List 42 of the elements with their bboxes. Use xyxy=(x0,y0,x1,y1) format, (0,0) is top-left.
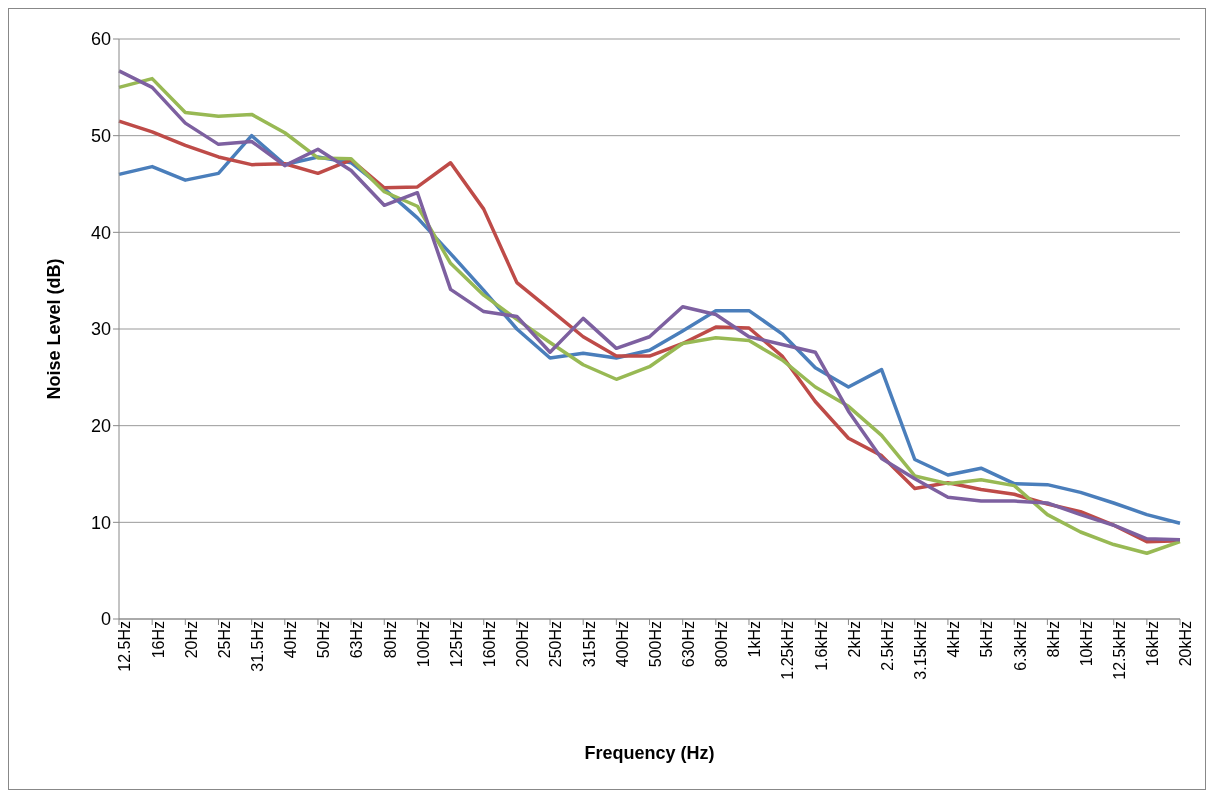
x-tick-label: 100Hz xyxy=(414,621,432,668)
x-tick-label: 200Hz xyxy=(514,621,532,668)
x-tick-label: 25Hz xyxy=(215,621,233,659)
x-tick-label: 400Hz xyxy=(613,621,631,668)
x-tick-label: 63Hz xyxy=(348,621,366,659)
x-tick-label: 500Hz xyxy=(646,621,664,668)
x-tick-label: 1kHz xyxy=(746,621,764,658)
x-tick-label: 315Hz xyxy=(580,621,598,668)
x-tick-label: 1.25kHz xyxy=(779,621,797,680)
y-tick-label: 60 xyxy=(90,29,111,50)
x-tick-label: 630Hz xyxy=(680,621,698,668)
x-tick-label: 800Hz xyxy=(713,621,731,668)
x-tick-label: 4kHz xyxy=(945,621,963,658)
x-tick-label: 8kHz xyxy=(1044,621,1062,658)
x-tick-label: 2kHz xyxy=(845,621,863,658)
y-tick-label: 30 xyxy=(90,319,111,340)
x-tick-label: 2.5kHz xyxy=(878,621,896,671)
y-axis-title: Noise Level (dB) xyxy=(44,258,65,400)
x-tick-label: 125Hz xyxy=(447,621,465,668)
x-tick-label: 16kHz xyxy=(1144,621,1162,667)
x-tick-label: 50Hz xyxy=(315,621,333,659)
x-axis-title: Frequency (Hz) xyxy=(584,743,715,763)
x-tick-label: 12.5kHz xyxy=(1111,621,1129,680)
y-tick-label: 10 xyxy=(90,512,111,533)
x-tick-label: 6.3kHz xyxy=(1011,621,1029,671)
x-tick-label: 1.6kHz xyxy=(812,621,830,671)
y-tick-label: 50 xyxy=(90,126,111,147)
y-tick-label: 40 xyxy=(90,222,111,243)
x-tick-label: 160Hz xyxy=(481,621,499,668)
x-tick-label: 3.15kHz xyxy=(912,621,930,680)
x-tick-label: 31.5Hz xyxy=(248,621,266,672)
x-tick-label: 20Hz xyxy=(182,621,200,659)
x-tick-label: 5kHz xyxy=(978,621,996,658)
x-tick-label: 10kHz xyxy=(1077,621,1095,667)
x-tick-label: 12.5Hz xyxy=(116,621,134,672)
x-tick-label: 20kHz xyxy=(1177,621,1195,667)
x-tick-label: 250Hz xyxy=(547,621,565,668)
y-tick-label: 0 xyxy=(100,609,111,630)
x-tick-label: 80Hz xyxy=(381,621,399,659)
x-tick-label: 16Hz xyxy=(149,621,167,659)
y-tick-label: 20 xyxy=(90,416,111,437)
x-tick-label: 40Hz xyxy=(282,621,300,659)
